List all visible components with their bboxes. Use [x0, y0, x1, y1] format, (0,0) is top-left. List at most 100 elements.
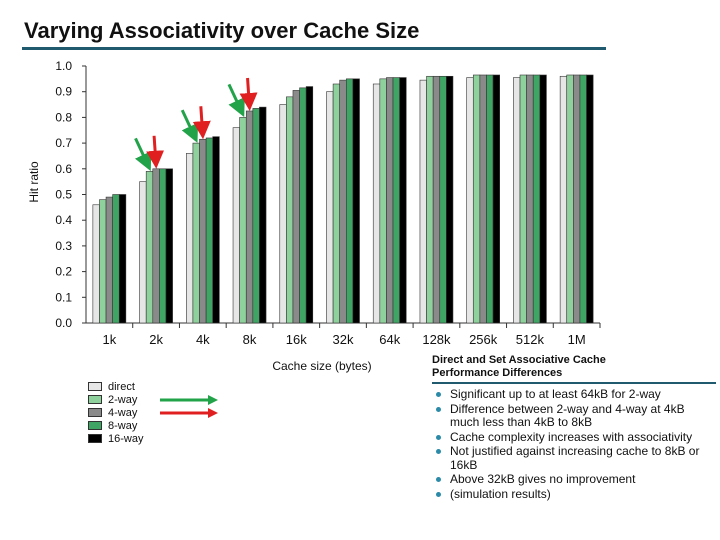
- green-arrow-icon: [134, 137, 152, 172]
- x-tick-label: 4k: [196, 332, 210, 347]
- bullet-dot-icon: [436, 477, 441, 482]
- note-bullet: Difference between 2-way and 4-way at 4k…: [432, 402, 716, 430]
- y-tick-label: 0.2: [55, 265, 72, 279]
- y-tick-label: 0.8: [55, 110, 72, 124]
- bar-8-way-4k: [205, 137, 214, 324]
- y-tick-label: 0.3: [55, 239, 72, 253]
- bar-direct-128k: [419, 79, 427, 324]
- x-tick-label: 256k: [469, 332, 498, 347]
- x-axis-label: Cache size (bytes): [272, 359, 371, 373]
- y-tick-label: 0.5: [55, 188, 72, 202]
- bar-8-way-1k: [112, 194, 120, 324]
- bar-4-way-128k: [432, 75, 441, 324]
- note-bullet: Above 32kB gives no improvement: [432, 472, 716, 487]
- x-tick-label: 2k: [149, 332, 163, 347]
- legend-label-direct: direct: [108, 380, 135, 393]
- y-tick-label: 0.7: [55, 136, 72, 150]
- bar-8-way-64k: [392, 77, 400, 324]
- bar-4-way-2k: [152, 168, 160, 324]
- x-tick-label: 32k: [333, 332, 354, 347]
- red-arrow-icon: [160, 407, 218, 418]
- bar-direct-32k: [326, 91, 334, 324]
- slide-title: Varying Associativity over Cache Size: [24, 18, 420, 43]
- bullet-dot-icon: [436, 449, 441, 454]
- bar-8-way-8k: [252, 108, 260, 324]
- bar-16-way-8k: [259, 106, 267, 324]
- bar-8-way-1M: [579, 74, 587, 324]
- bar-direct-1M: [559, 75, 568, 324]
- legend-swatch-4-way: [88, 408, 102, 417]
- bar-4-way-512k: [526, 74, 534, 324]
- bar-8-way-128k: [439, 75, 447, 324]
- bar-2-way-512k: [519, 74, 527, 324]
- bar-2-way-256k: [472, 74, 481, 324]
- legend-swatch-direct: [88, 382, 102, 391]
- bar-4-way-16k: [292, 90, 300, 324]
- bar-4-way-64k: [386, 77, 394, 324]
- x-tick-label: 128k: [422, 332, 451, 347]
- green-arrow-icon: [160, 394, 218, 405]
- legend-item-8-way: 8-way: [88, 419, 218, 432]
- x-tick-label: 16k: [286, 332, 307, 347]
- bar-8-way-512k: [532, 74, 541, 324]
- notes-rule: [432, 382, 716, 384]
- bar-16-way-256k: [492, 74, 500, 324]
- x-tick-label: 64k: [379, 332, 400, 347]
- bar-2-way-4k: [192, 142, 200, 324]
- legend-item-4-way: 4-way: [88, 406, 218, 419]
- performance-notes: Direct and Set Associative Cache Perform…: [432, 354, 716, 502]
- note-bullet: Not justified against increasing cache t…: [432, 444, 716, 472]
- legend-item-2-way: 2-way: [88, 393, 218, 406]
- notes-heading-line-2: Performance Differences: [432, 367, 563, 379]
- bar-2-way-8k: [239, 117, 247, 324]
- notes-heading-line-1: Direct and Set Associative Cache: [432, 354, 606, 366]
- bar-16-way-16k: [305, 86, 314, 324]
- bar-16-way-1M: [586, 74, 594, 324]
- x-tick-label: 8k: [243, 332, 257, 347]
- x-tick-label: 1k: [102, 332, 116, 347]
- y-axis-label: Hit ratio: [27, 161, 41, 203]
- x-tick-label: 512k: [516, 332, 545, 347]
- bullet-dot-icon: [436, 392, 441, 397]
- red-arrow-icon: [146, 135, 165, 169]
- green-arrow-icon: [180, 109, 199, 143]
- bar-4-way-4k: [199, 138, 207, 324]
- bar-direct-512k: [513, 77, 521, 324]
- bar-16-way-64k: [399, 77, 407, 324]
- bar-2-way-64k: [379, 78, 387, 324]
- note-bullet: Significant up to at least 64kB for 2-wa…: [432, 387, 716, 402]
- bar-2-way-32k: [332, 83, 341, 324]
- bar-direct-1k: [92, 204, 100, 324]
- bar-2-way-16k: [286, 96, 294, 324]
- legend-label-8-way: 8-way: [108, 419, 138, 432]
- bar-direct-256k: [466, 77, 474, 324]
- note-bullet: Cache complexity increases with associat…: [432, 430, 716, 445]
- bullet-dot-icon: [436, 434, 441, 440]
- bullet-dot-icon: [436, 491, 441, 497]
- green-arrow-icon: [227, 83, 245, 118]
- bar-16-way-32k: [352, 78, 360, 324]
- notes-list: Significant up to at least 64kB for 2-wa…: [432, 387, 716, 502]
- y-tick-label: 0.9: [55, 85, 72, 99]
- bar-4-way-1M: [573, 74, 581, 324]
- bar-2-way-2k: [145, 171, 154, 324]
- note-bullet: (simulation results): [432, 487, 716, 502]
- bar-2-way-1k: [99, 199, 107, 324]
- bar-4-way-1k: [105, 196, 113, 324]
- legend-swatch-16-way: [88, 434, 102, 443]
- bar-direct-2k: [139, 181, 147, 324]
- y-tick-label: 0.0: [55, 316, 72, 330]
- chart-legend: direct 2-way 4-way 8-way 16-way: [88, 380, 218, 445]
- y-tick-label: 1.0: [55, 59, 72, 73]
- bullet-dot-icon: [436, 406, 441, 412]
- title-rule: [22, 47, 606, 50]
- bar-direct-8k: [232, 127, 240, 324]
- bar-8-way-256k: [486, 74, 494, 324]
- bar-direct-16k: [279, 104, 287, 324]
- bar-8-way-32k: [345, 78, 354, 324]
- bar-16-way-1k: [118, 194, 127, 324]
- bar-8-way-2k: [159, 168, 167, 324]
- bar-16-way-4k: [212, 136, 220, 324]
- bar-direct-64k: [372, 83, 381, 324]
